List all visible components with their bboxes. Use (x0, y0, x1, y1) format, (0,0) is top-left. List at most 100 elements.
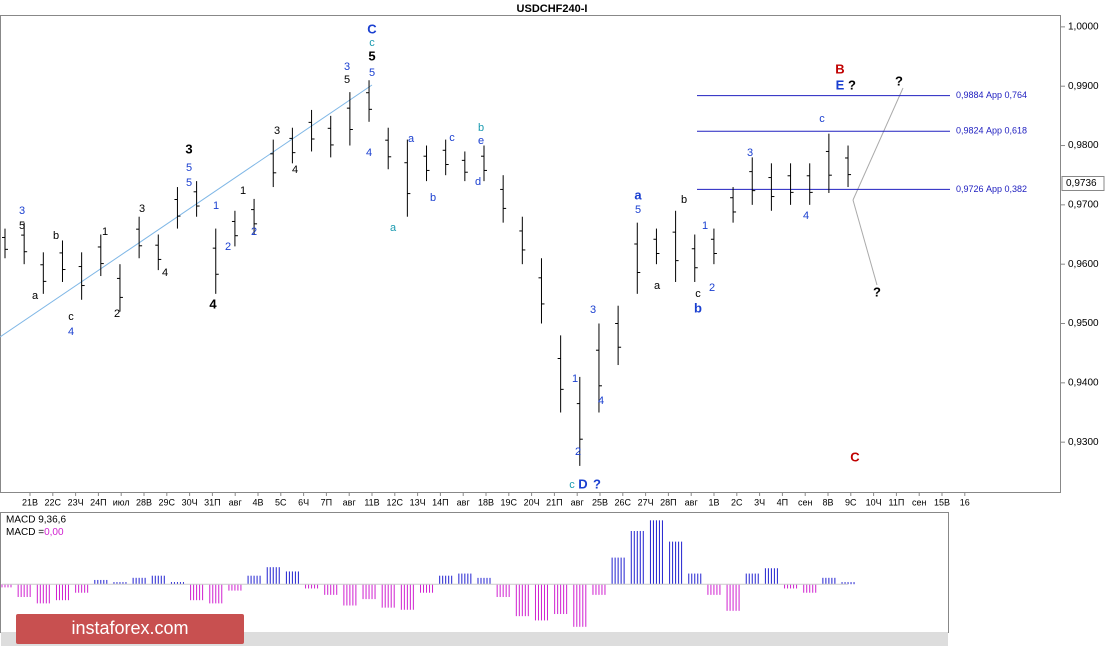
wave-label: b (430, 192, 436, 204)
x-tick-label: 27Ч (638, 497, 654, 507)
wave-label: 1 (213, 200, 219, 212)
x-tick-label: 21В (22, 497, 38, 507)
x-tick-label: 3Ч (754, 497, 765, 507)
wave-label: 5 (19, 220, 25, 232)
x-tick-label: 6Ч (298, 497, 309, 507)
wave-label: 4 (162, 267, 168, 279)
wave-label: 2 (114, 308, 120, 320)
macd-label: MACD =0,00 (6, 527, 64, 538)
y-tick-label: 0,9700 (1068, 199, 1099, 210)
x-tick-label: авг (229, 497, 243, 507)
x-tick-label: 21П (546, 497, 562, 507)
x-tick-label: 4В (252, 497, 263, 507)
x-tick-label: 18В (478, 497, 494, 507)
y-tick-label: 0,9600 (1068, 259, 1099, 270)
x-tick-label: 10Ч (866, 497, 882, 507)
wave-label: c (695, 288, 701, 300)
wave-label: c (819, 113, 825, 125)
wave-label: 5 (186, 162, 192, 174)
x-tick-label: 15В (934, 497, 950, 507)
wave-label: C (367, 21, 377, 36)
wave-label: c (369, 37, 375, 49)
x-tick-label: 2С (731, 497, 743, 507)
x-tick-label: авг (343, 497, 357, 507)
x-tick-label: 24П (90, 497, 106, 507)
x-tick-label: 4П (777, 497, 788, 507)
x-tick-label: 11П (888, 497, 904, 507)
wave-label: b (478, 122, 484, 134)
x-tick-label: 11В (364, 497, 379, 507)
wave-label: C (850, 449, 860, 464)
wave-label: 5 (635, 204, 641, 216)
wave-label: D (578, 476, 587, 491)
chart-title: USDCHF240-I (517, 3, 588, 15)
macd-label-text: MACD = (6, 527, 44, 538)
wave-label: c (569, 479, 575, 491)
wave-label: a (654, 280, 661, 292)
x-tick-label: 19С (501, 497, 518, 507)
x-tick-label: 20Ч (524, 497, 540, 507)
x-tick-label: 14П (432, 497, 448, 507)
macd-value: 0,00 (44, 527, 64, 538)
x-tick-label: 29С (159, 497, 176, 507)
wave-label: e (478, 135, 484, 147)
y-tick-label: 0,9900 (1068, 81, 1099, 92)
wave-label: d (475, 176, 481, 188)
watermark-box (16, 614, 244, 644)
x-tick-label: авг (571, 497, 585, 507)
wave-label: 4 (209, 296, 217, 311)
wave-label: 3 (590, 304, 596, 316)
wave-label: 5 (344, 74, 350, 86)
x-tick-label: июл (113, 497, 130, 507)
wave-label: 3 (344, 61, 350, 73)
x-tick-label: сен (798, 497, 813, 507)
wave-label: ? (873, 284, 881, 299)
y-tick-label: 0,9500 (1068, 318, 1099, 329)
wave-label: b (53, 230, 59, 242)
wave-label: a (408, 133, 415, 145)
fib-label: 0,9726 Арр 0,382 (956, 184, 1027, 194)
macd-title: MACD 9,36,6 (6, 515, 66, 526)
x-tick-label: 26С (615, 497, 632, 507)
x-tick-label: 28П (660, 497, 676, 507)
fib-label: 0,9824 Арр 0,618 (956, 126, 1027, 136)
wave-label: c (449, 132, 455, 144)
x-tick-label: 16 (960, 497, 970, 507)
wave-label: 2 (251, 226, 257, 238)
y-tick-label: 0,9300 (1068, 437, 1099, 448)
wave-label: 1 (102, 226, 108, 238)
wave-label: 3 (274, 125, 280, 137)
x-tick-label: 25В (592, 497, 608, 507)
wave-label: 3 (19, 205, 25, 217)
wave-label: ? (848, 77, 856, 92)
y-tick-label: 0,9400 (1068, 377, 1099, 388)
wave-label: 2 (709, 282, 715, 294)
forecast-arrow (852, 199, 878, 286)
x-tick-label: 5С (275, 497, 287, 507)
wave-label: 1 (702, 220, 708, 232)
wave-label: B (835, 61, 844, 76)
x-tick-label: 1В (708, 497, 719, 507)
watermark: instaforex.com (71, 618, 188, 638)
wave-label: 4 (292, 164, 298, 176)
x-tick-label: 13Ч (410, 497, 426, 507)
x-tick-label: 22С (45, 497, 62, 507)
wave-label: 4 (598, 395, 604, 407)
wave-label: c (68, 311, 74, 323)
wave-label: a (32, 290, 39, 302)
wave-label: 2 (225, 241, 231, 253)
x-tick-label: 23Ч (68, 497, 84, 507)
wave-label: 1 (240, 185, 246, 197)
plot-frame (0, 15, 1061, 493)
x-tick-label: авг (457, 497, 471, 507)
wave-label: 5 (369, 67, 375, 79)
wave-label: 5 (186, 177, 192, 189)
x-tick-label: 31П (204, 497, 220, 507)
wave-label: 4 (366, 147, 372, 159)
wave-label: b (681, 194, 687, 206)
x-tick-label: авг (685, 497, 699, 507)
wave-label: 1 (572, 373, 578, 385)
fib-label: 0,9884 Арр 0,764 (956, 90, 1027, 100)
